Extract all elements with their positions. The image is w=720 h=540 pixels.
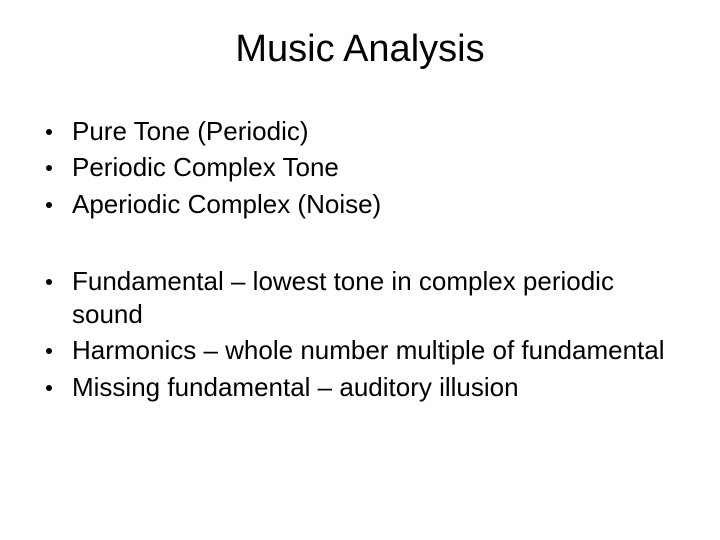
bullet-text: Fundamental – lowest tone in complex per… <box>72 265 680 332</box>
slide: Music Analysis Pure Tone (Periodic) Peri… <box>0 0 720 540</box>
bullet-text: Aperiodic Complex (Noise) <box>72 188 680 221</box>
slide-title: Music Analysis <box>40 28 680 71</box>
bullet-group-2: Fundamental – lowest tone in complex per… <box>40 265 680 404</box>
bullet-icon <box>46 129 52 135</box>
bullet-icon <box>46 202 52 208</box>
bullet-icon <box>46 279 52 285</box>
list-item: Aperiodic Complex (Noise) <box>40 188 680 221</box>
bullet-group-1: Pure Tone (Periodic) Periodic Complex To… <box>40 115 680 221</box>
list-item: Harmonics – whole number multiple of fun… <box>40 334 680 367</box>
bullet-text: Pure Tone (Periodic) <box>72 115 680 148</box>
list-item: Periodic Complex Tone <box>40 151 680 184</box>
bullet-text: Periodic Complex Tone <box>72 151 680 184</box>
bullet-icon <box>46 165 52 171</box>
bullet-icon <box>46 385 52 391</box>
list-item: Fundamental – lowest tone in complex per… <box>40 265 680 332</box>
list-item: Pure Tone (Periodic) <box>40 115 680 148</box>
list-item: Missing fundamental – auditory illusion <box>40 371 680 404</box>
bullet-text: Missing fundamental – auditory illusion <box>72 371 680 404</box>
bullet-text: Harmonics – whole number multiple of fun… <box>72 334 680 367</box>
bullet-icon <box>46 348 52 354</box>
